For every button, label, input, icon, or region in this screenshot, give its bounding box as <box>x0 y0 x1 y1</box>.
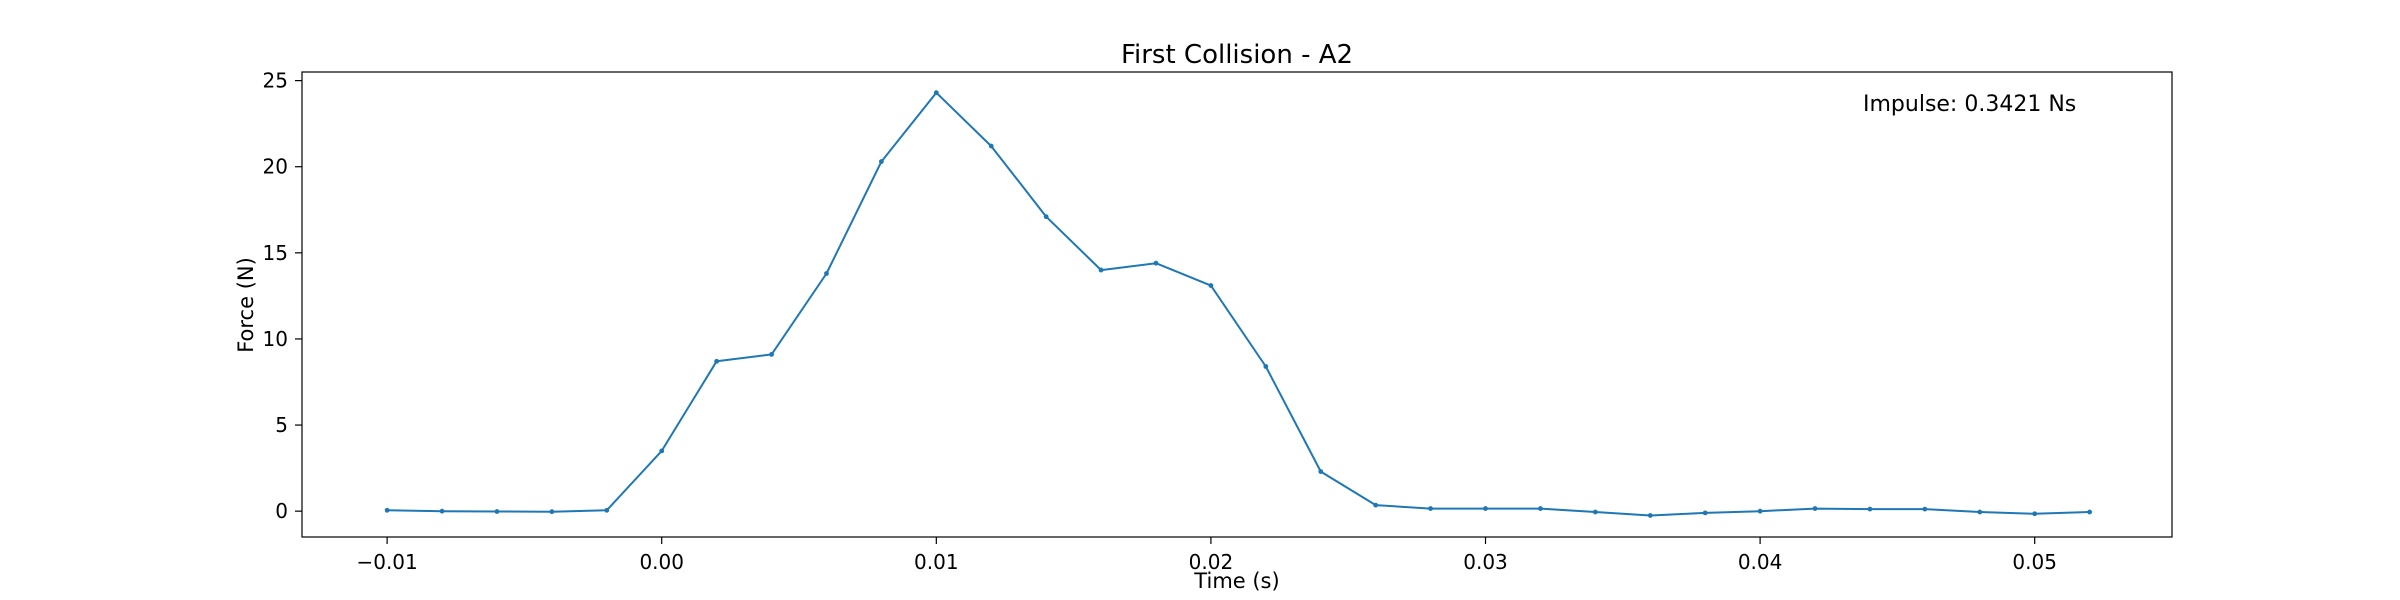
x-tick-label: 0.00 <box>639 550 684 574</box>
data-point <box>988 143 994 149</box>
y-axis: 0 5 10 15 20 25 <box>263 69 302 523</box>
data-point <box>1153 260 1159 266</box>
x-tick-label: −0.01 <box>356 550 417 574</box>
data-point <box>824 271 829 276</box>
x-tick-label: 0.04 <box>1738 550 1783 574</box>
data-point <box>1098 267 1104 273</box>
data-point <box>1373 502 1379 508</box>
data-point <box>933 90 939 96</box>
data-point <box>1812 506 1818 511</box>
y-tick-label: 15 <box>263 241 288 265</box>
y-tick-label: 25 <box>263 69 288 93</box>
data-point <box>2032 511 2038 517</box>
data-point <box>1647 513 1653 518</box>
series-layer <box>384 90 2093 518</box>
y-tick-label: 20 <box>263 155 288 179</box>
impulse-annotation: Impulse: 0.3421 Ns <box>1863 92 2076 117</box>
data-point <box>1867 506 1873 512</box>
data-point <box>1483 506 1488 511</box>
x-tick-label: 0.05 <box>2012 550 2057 574</box>
y-tick-label: 10 <box>263 327 288 351</box>
x-tick-label: 0.03 <box>1463 550 1508 574</box>
data-point <box>769 352 774 357</box>
data-point <box>1263 364 1269 369</box>
data-point <box>1977 509 1983 515</box>
data-point <box>659 448 665 454</box>
data-point <box>2087 509 2093 515</box>
data-point <box>494 509 500 514</box>
data-point <box>1538 506 1543 511</box>
chart-title: First Collision - A2 <box>1121 40 1353 70</box>
series-line <box>387 91 2090 517</box>
x-tick-label: 0.01 <box>914 550 959 574</box>
x-axis-label: Time (s) <box>1193 569 1279 593</box>
data-point <box>384 507 390 513</box>
y-tick-label: 5 <box>275 413 288 437</box>
data-point <box>1702 510 1708 516</box>
plot-area-frame <box>301 71 2173 538</box>
x-axis: −0.01 0.00 0.01 0.02 0.03 0.04 0.05 <box>356 537 2057 574</box>
data-point <box>1592 509 1598 515</box>
data-point <box>1318 469 1324 474</box>
data-point <box>1922 506 1928 512</box>
data-point <box>1043 214 1049 220</box>
data-point <box>549 509 555 515</box>
y-axis-label: Force (N) <box>234 257 258 353</box>
data-point <box>1208 283 1214 288</box>
data-point <box>714 358 720 364</box>
data-point <box>878 159 884 164</box>
data-point <box>439 508 445 514</box>
data-point <box>604 507 610 513</box>
x-tick-label: 0.02 <box>1189 550 1234 574</box>
data-point <box>1428 506 1433 511</box>
data-point <box>1757 508 1763 514</box>
y-tick-label: 0 <box>275 499 288 523</box>
